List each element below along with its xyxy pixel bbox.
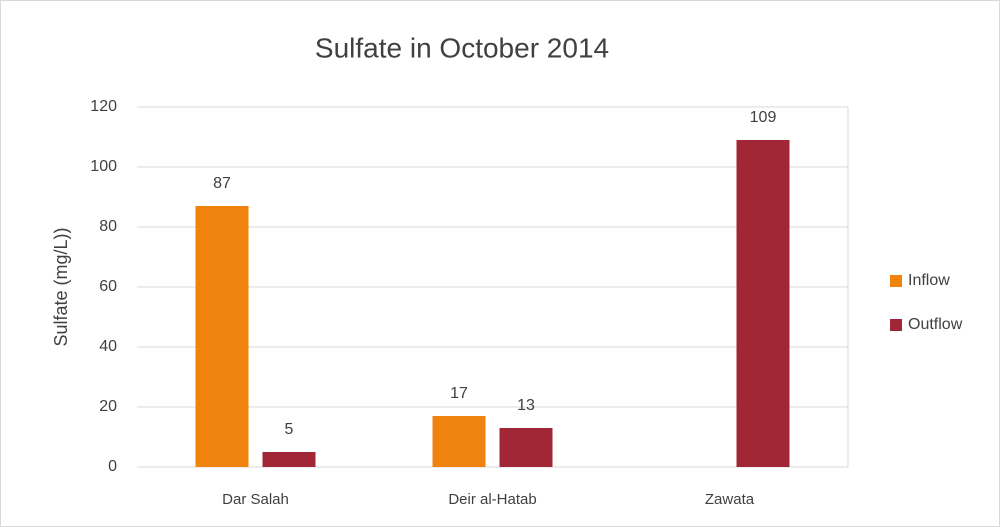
y-tick-label: 100 (90, 158, 117, 175)
data-label: 13 (517, 397, 535, 414)
bar (432, 416, 486, 467)
data-label: 87 (213, 175, 231, 192)
x-tick-label: Deir al-Hatab (448, 491, 536, 508)
data-label: 5 (285, 421, 294, 438)
x-tick-label: Dar Salah (222, 491, 289, 508)
y-tick-label: 20 (99, 398, 117, 415)
y-tick-label: 80 (99, 218, 117, 235)
legend-swatch (890, 319, 902, 331)
x-tick-label: Zawata (705, 491, 755, 508)
bar (262, 452, 316, 467)
y-tick-label: 40 (99, 338, 117, 355)
y-tick-label: 60 (99, 278, 117, 295)
legend-label: Inflow (908, 272, 950, 289)
y-tick-label: 120 (90, 98, 117, 115)
y-tick-label: 0 (108, 458, 117, 475)
chart-title: Sulfate in October 2014 (315, 32, 609, 63)
bar (499, 428, 553, 467)
data-label: 17 (450, 385, 468, 402)
data-label: 109 (750, 109, 777, 126)
legend-label: Outflow (908, 316, 963, 333)
bar (195, 206, 249, 467)
y-axis-label: Sulfate (mg/L)) (51, 227, 71, 346)
bar (736, 140, 790, 467)
legend-swatch (890, 275, 902, 287)
